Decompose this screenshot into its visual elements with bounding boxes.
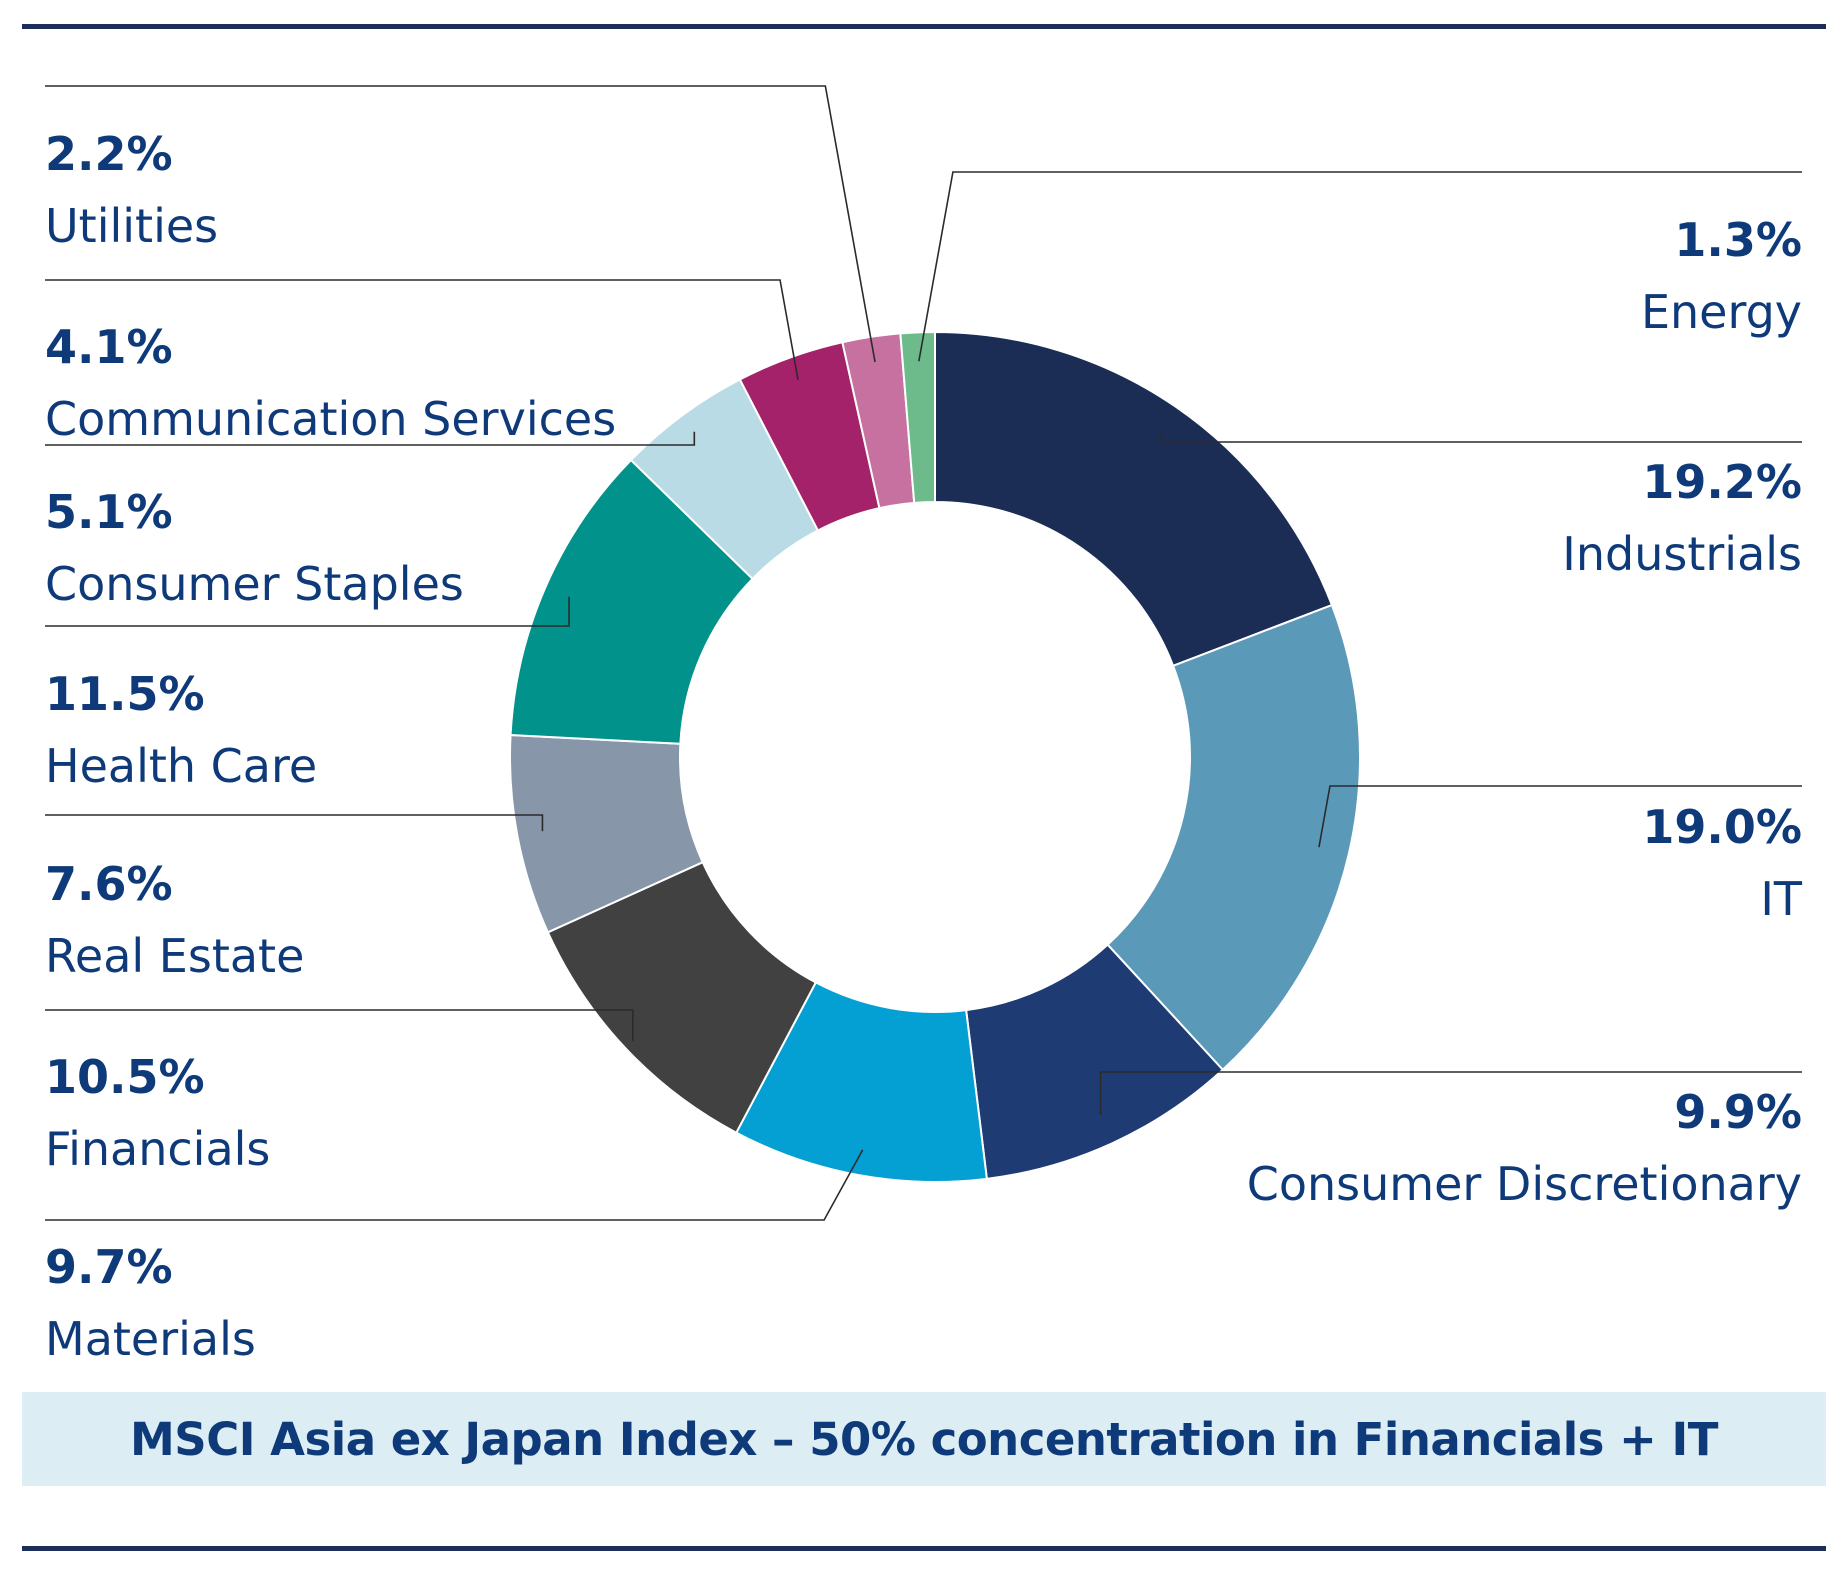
- category-label-materials: Materials: [45, 1312, 256, 1366]
- category-label-health-care: Health Care: [45, 739, 317, 793]
- leader-line-financials: [45, 1009, 634, 1042]
- slice-it: [1106, 603, 1361, 1072]
- value-label-consumer-staples: 5.1%: [45, 485, 173, 539]
- leader-line-utilities: [45, 85, 876, 363]
- slice-energy: [899, 330, 936, 504]
- value-label-energy: 1.3%: [1674, 213, 1802, 267]
- bottom-rule: [22, 1546, 1826, 1551]
- leader-line-consumer-staples: [45, 431, 696, 446]
- leader-line-real-estate: [45, 814, 544, 832]
- value-label-it: 19.0%: [1642, 800, 1802, 854]
- slice-industrials: [934, 330, 1334, 668]
- chart-caption: MSCI Asia ex Japan Index – 50% concentra…: [130, 1412, 1718, 1466]
- top-rule: [22, 24, 1826, 29]
- value-label-industrials: 19.2%: [1642, 455, 1802, 509]
- value-label-utilities: 2.2%: [45, 127, 173, 181]
- category-label-real-estate: Real Estate: [45, 929, 304, 983]
- value-label-consumer-discretionary: 9.9%: [1674, 1085, 1802, 1139]
- category-label-industrials: Industrials: [1562, 527, 1802, 581]
- caption-box: MSCI Asia ex Japan Index – 50% concentra…: [22, 1392, 1826, 1486]
- value-label-communication-services: 4.1%: [45, 320, 173, 374]
- value-label-real-estate: 7.6%: [45, 857, 173, 911]
- value-label-financials: 10.5%: [45, 1050, 205, 1104]
- value-label-health-care: 11.5%: [45, 667, 205, 721]
- leader-line-energy: [918, 171, 1802, 362]
- leader-line-consumer-discretionary: [1099, 1071, 1802, 1115]
- category-label-consumer-staples: Consumer Staples: [45, 557, 464, 611]
- leader-line-industrials: [1160, 427, 1802, 443]
- category-label-consumer-discretionary: Consumer Discretionary: [1247, 1157, 1802, 1211]
- category-label-utilities: Utilities: [45, 199, 218, 253]
- leader-line-materials: [45, 1149, 864, 1221]
- category-label-financials: Financials: [45, 1122, 270, 1176]
- category-label-communication-services: Communication Services: [45, 392, 616, 446]
- category-label-it: IT: [1760, 872, 1803, 926]
- leader-line-communication-services: [45, 279, 799, 381]
- leader-line-health-care: [45, 596, 570, 627]
- leader-line-it: [1318, 785, 1802, 848]
- category-label-energy: Energy: [1641, 285, 1802, 339]
- value-label-materials: 9.7%: [45, 1240, 173, 1294]
